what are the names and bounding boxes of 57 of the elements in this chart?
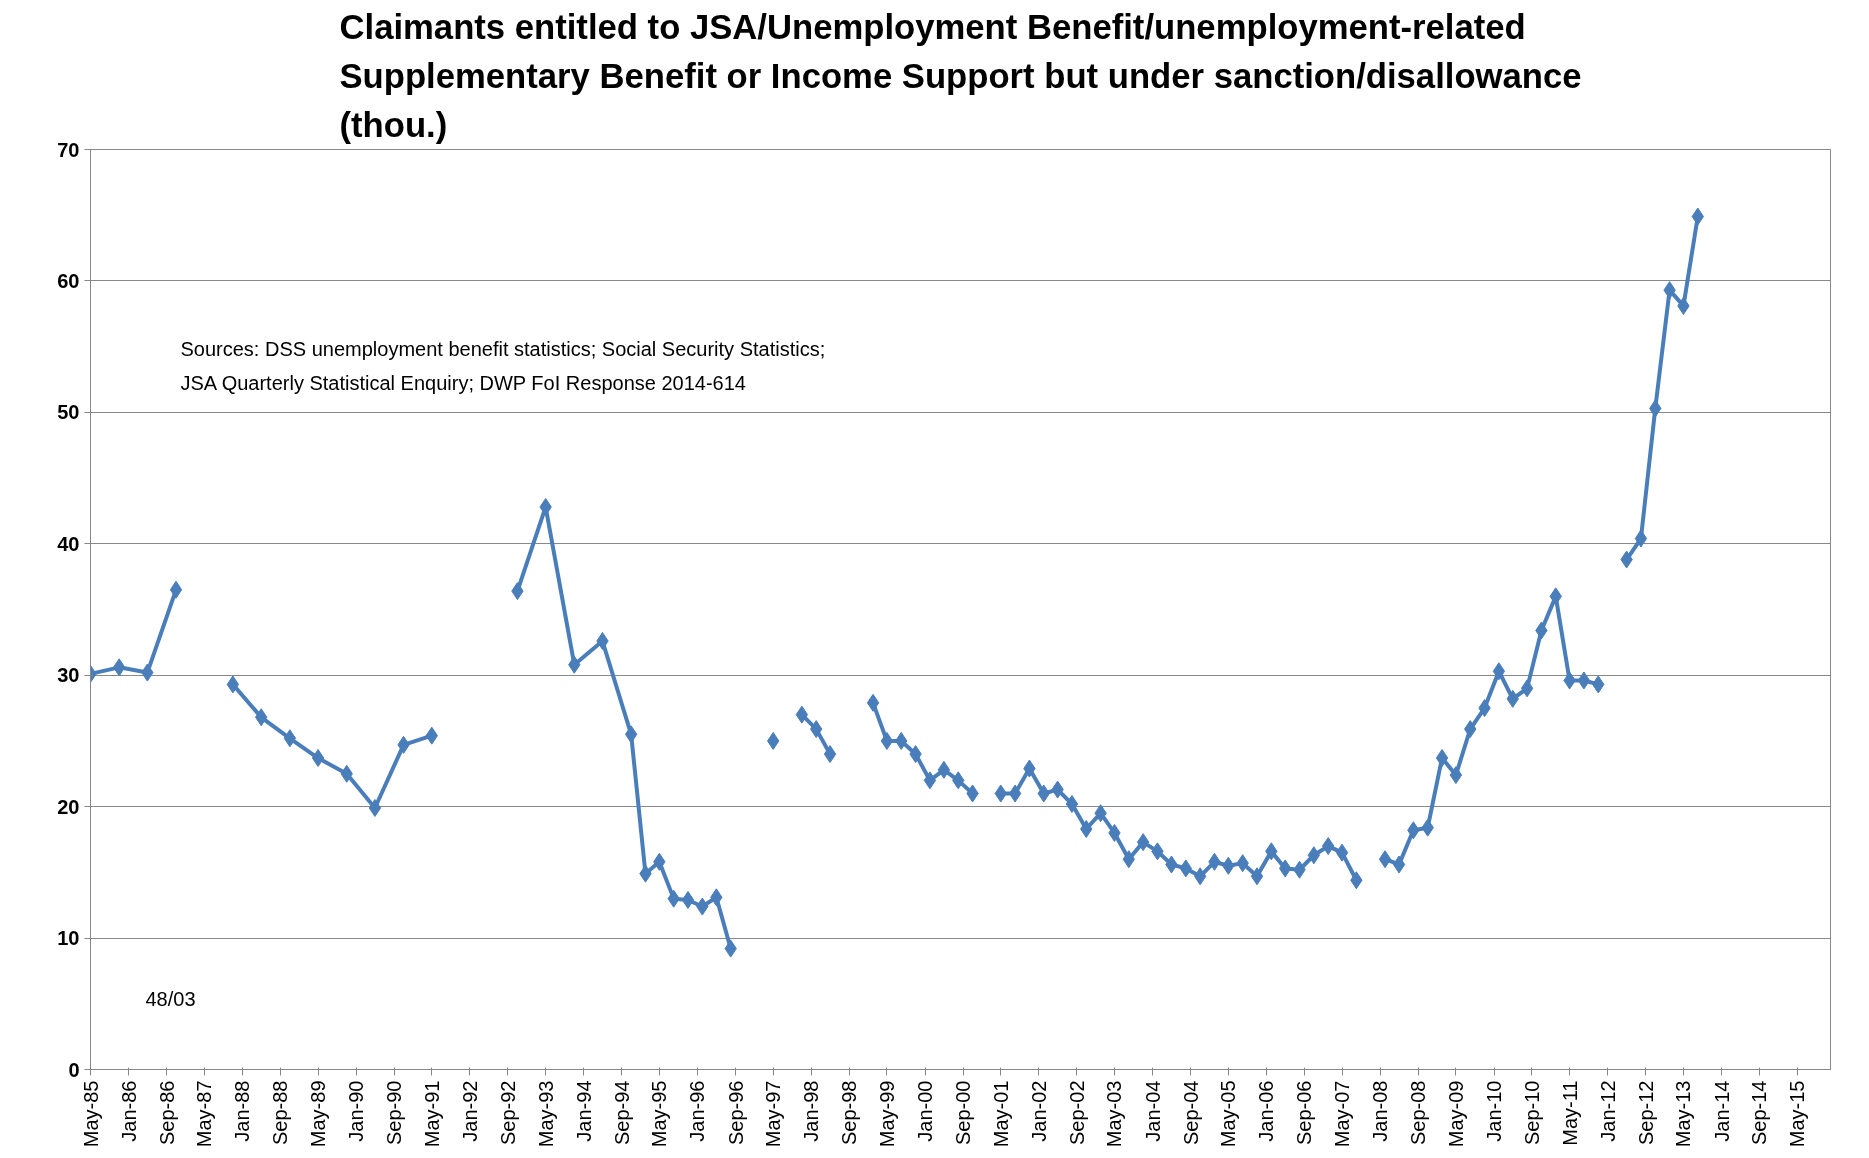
x-tick-label: Jan-12 bbox=[1596, 1080, 1619, 1142]
x-tick-label: Sep-94 bbox=[610, 1080, 633, 1145]
y-tick-label: 70 bbox=[57, 138, 80, 161]
x-tick-label: Sep-90 bbox=[383, 1080, 406, 1145]
x-tick-label: Jan-02 bbox=[1027, 1080, 1050, 1142]
x-tick-label: Sep-10 bbox=[1520, 1080, 1543, 1145]
x-tick-label: May-89 bbox=[307, 1080, 330, 1148]
annotation: Sources: DSS unemployment benefit statistics; Social Security Statistics; JSA Quarterly Statistical Enquiry; DWP FoI Response 2014-614 bbox=[180, 337, 826, 394]
x-tick-label: Sep-00 bbox=[952, 1080, 975, 1145]
chart-title: Claimants entitled to JSA/Unemployment Benefit/unemployment-related Supplementary Benefit or Income Support but under sanction/disallowance (thou.) bbox=[339, 7, 1582, 145]
x-tick-label: Sep-02 bbox=[1065, 1080, 1088, 1145]
x-tick-label: Jan-14 bbox=[1710, 1080, 1733, 1142]
annotation: 48/03 bbox=[145, 987, 196, 1010]
x-tick-label: May-93 bbox=[534, 1080, 557, 1148]
x-tick-label: Sep-06 bbox=[1293, 1080, 1316, 1145]
x-tick-label: Jan-08 bbox=[1369, 1080, 1392, 1142]
x-tick-label: Jan-06 bbox=[1255, 1080, 1278, 1142]
x-tick-label: May-09 bbox=[1444, 1080, 1467, 1148]
x-tick-label: May-11 bbox=[1558, 1080, 1581, 1146]
x-tick-label: Jan-92 bbox=[458, 1080, 481, 1142]
x-tick-label: May-95 bbox=[648, 1080, 671, 1148]
x-tick-label: Sep-04 bbox=[1179, 1080, 1202, 1145]
x-tick-label: May-99 bbox=[875, 1080, 898, 1148]
x-tick-label: Sep-14 bbox=[1748, 1080, 1771, 1145]
x-tick-label: May-13 bbox=[1672, 1080, 1695, 1148]
x-tick-label: Jan-00 bbox=[914, 1080, 937, 1142]
y-tick-label: 50 bbox=[57, 401, 80, 424]
x-tick-label: Jan-90 bbox=[345, 1080, 368, 1142]
x-tick-label: Sep-88 bbox=[269, 1080, 292, 1145]
x-tick-label: Jan-86 bbox=[117, 1080, 140, 1142]
x-tick-label: Jan-04 bbox=[1141, 1080, 1164, 1142]
x-tick-label: Sep-86 bbox=[155, 1080, 178, 1145]
x-tick-label: Jan-10 bbox=[1483, 1080, 1506, 1142]
x-tick-label: Jan-94 bbox=[572, 1080, 595, 1142]
x-tick-label: Sep-92 bbox=[496, 1080, 519, 1145]
x-tick-label: May-05 bbox=[1217, 1080, 1240, 1148]
x-tick-label: Sep-96 bbox=[724, 1080, 747, 1145]
y-tick-label: 10 bbox=[57, 927, 80, 950]
y-tick-label: 0 bbox=[68, 1058, 80, 1081]
x-tick-label: Sep-12 bbox=[1634, 1080, 1657, 1145]
x-tick-label: Jan-88 bbox=[231, 1080, 254, 1142]
x-tick-label: May-91 bbox=[420, 1080, 443, 1148]
x-tick-label: May-97 bbox=[762, 1080, 785, 1148]
x-tick-label: May-87 bbox=[193, 1080, 216, 1148]
x-tick-label: Jan-96 bbox=[686, 1080, 709, 1142]
x-tick-label: Jan-98 bbox=[800, 1080, 823, 1142]
x-tick-label: May-15 bbox=[1786, 1080, 1809, 1148]
y-tick-label: 30 bbox=[57, 664, 80, 687]
x-tick-label: May-85 bbox=[79, 1080, 102, 1148]
y-tick-label: 40 bbox=[57, 532, 80, 555]
y-tick-label: 60 bbox=[57, 269, 80, 292]
x-tick-label: Sep-08 bbox=[1407, 1080, 1430, 1145]
x-tick-label: May-01 bbox=[989, 1080, 1012, 1148]
x-tick-label: May-07 bbox=[1331, 1080, 1354, 1148]
y-tick-label: 20 bbox=[57, 795, 80, 818]
x-tick-label: May-03 bbox=[1103, 1080, 1126, 1148]
x-tick-label: Sep-98 bbox=[838, 1080, 861, 1145]
